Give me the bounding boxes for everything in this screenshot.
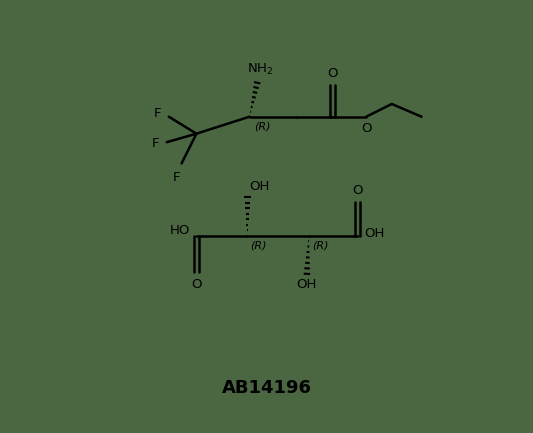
Text: F: F [154,107,161,120]
Text: O: O [327,67,337,80]
Text: OH: OH [364,227,384,240]
Text: OH: OH [297,278,317,291]
Text: F: F [173,171,180,184]
Text: (R): (R) [254,122,270,132]
Text: OH: OH [249,180,270,193]
Text: (R): (R) [251,241,267,251]
Text: O: O [191,278,201,291]
Text: HO: HO [169,223,190,236]
Text: O: O [352,184,363,197]
Text: O: O [361,122,372,135]
Text: (R): (R) [312,241,328,251]
Text: AB14196: AB14196 [222,379,311,397]
Text: F: F [151,136,159,149]
Text: NH$_2$: NH$_2$ [247,62,273,77]
